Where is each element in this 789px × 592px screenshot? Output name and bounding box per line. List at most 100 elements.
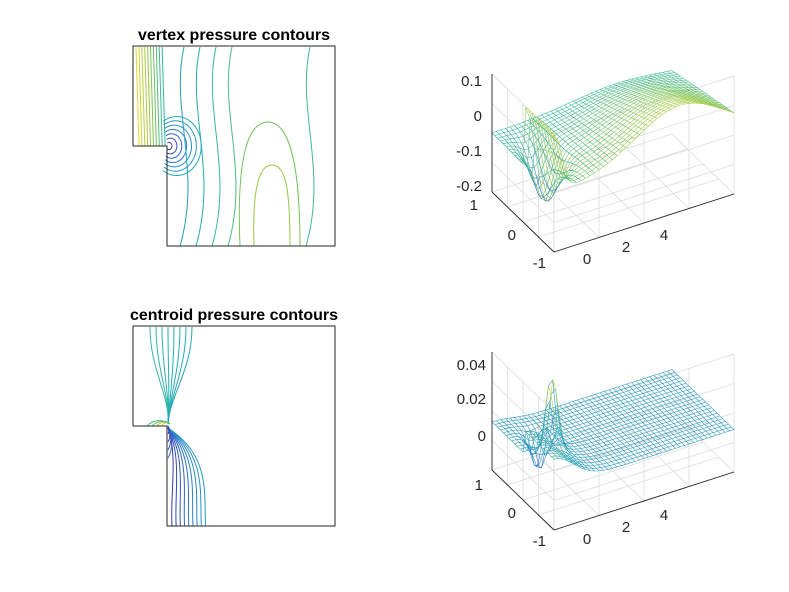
surface-mesh-segment	[510, 145, 514, 150]
surface-mesh-segment	[670, 94, 674, 96]
surface-mesh-segment	[643, 400, 647, 404]
surface-mesh-segment	[632, 82, 636, 84]
surface-mesh-segment	[610, 443, 614, 447]
surface-mesh-segment	[626, 394, 630, 398]
surface-mesh-segment	[602, 435, 606, 439]
surface-mesh-segment	[592, 124, 596, 127]
surface-mesh-segment	[545, 125, 549, 129]
surface-mesh-segment	[660, 97, 664, 100]
surface-mesh-segment	[607, 440, 611, 444]
surface-mesh-segment	[543, 424, 547, 428]
surface-mesh-segment	[518, 156, 523, 160]
surface-mesh-segment	[510, 134, 515, 139]
surface-mesh-segment	[539, 426, 543, 431]
surface-mesh-segment	[677, 98, 681, 101]
surface-mesh-segment	[664, 102, 668, 105]
surface-mesh-segment	[602, 395, 606, 399]
surface-mesh-segment	[685, 423, 689, 427]
surface-mesh-segment	[627, 141, 631, 144]
surface-mesh-segment	[612, 113, 616, 116]
surface-mesh-segment	[615, 147, 619, 150]
surface-mesh-segment	[534, 114, 538, 118]
surface-mesh-segment	[652, 426, 656, 430]
surface-mesh-segment	[640, 90, 644, 93]
surface-mesh-segment	[637, 96, 641, 98]
surface-mesh-segment	[503, 132, 507, 136]
surface-mesh-segment	[595, 146, 599, 149]
surface-mesh-segment	[546, 427, 550, 431]
surface-mesh-segment	[665, 91, 669, 94]
surface-mesh-segment	[562, 450, 566, 455]
surface-mesh-segment	[618, 92, 622, 95]
surface-mesh-segment	[598, 425, 602, 429]
surface-mesh-segment	[681, 442, 685, 446]
surface-mesh-segment	[675, 82, 679, 85]
surface-mesh-segment	[613, 119, 618, 122]
surface-mesh-segment	[663, 98, 666, 101]
surface-mesh-segment	[698, 400, 702, 404]
surface-mesh-segment	[522, 431, 527, 452]
surface-mesh-segment	[571, 423, 575, 427]
surface-mesh-segment	[536, 433, 540, 450]
surface-mesh-segment	[578, 132, 582, 136]
surface-mesh-segment	[695, 398, 699, 402]
surface-mesh-segment	[624, 108, 628, 111]
surface-mesh-segment	[561, 419, 565, 423]
surface-mesh-segment	[545, 386, 549, 409]
surface-mesh-segment	[570, 451, 574, 455]
surface-mesh-segment	[598, 443, 602, 447]
surface-mesh-segment	[696, 92, 700, 95]
surface-mesh-segment	[702, 95, 706, 99]
surface-mesh-segment	[588, 410, 592, 414]
surface-mesh-segment	[640, 426, 645, 430]
surface-mesh-segment	[664, 89, 668, 91]
surface-mesh-segment	[629, 122, 633, 125]
surface-mesh-segment	[682, 431, 686, 435]
surface-mesh-segment	[551, 436, 555, 444]
surface-mesh-segment	[657, 96, 661, 99]
surface-mesh-segment	[541, 170, 545, 179]
surface-mesh-segment	[568, 446, 573, 450]
surface-mesh-segment	[604, 99, 609, 102]
surface-mesh-segment	[631, 440, 635, 444]
contour-line	[253, 164, 291, 247]
surface-mesh-segment	[528, 148, 532, 158]
surface-mesh-segment	[594, 405, 598, 409]
surface-mesh-segment	[561, 442, 565, 446]
surface-mesh-segment	[692, 97, 696, 100]
surface-mesh-segment	[554, 109, 558, 112]
surface-mesh-segment	[584, 430, 588, 434]
surface-mesh-segment	[529, 451, 533, 456]
surface-mesh-segment	[584, 401, 588, 405]
surface-mesh-segment	[579, 110, 583, 113]
surface-mesh-segment	[544, 434, 548, 440]
surface-mesh-segment	[528, 440, 532, 454]
surface-mesh-segment	[596, 121, 600, 124]
surface-mesh-segment	[517, 128, 521, 133]
surface-mesh-segment	[714, 99, 718, 102]
surface-mesh-segment	[588, 146, 592, 150]
surface-mesh-segment	[511, 152, 515, 156]
surface-mesh-segment	[649, 83, 654, 86]
surface-mesh-segment	[584, 440, 588, 444]
surface-mesh-segment	[613, 132, 617, 135]
surface-mesh-segment	[676, 92, 681, 95]
surface-mesh-segment	[576, 171, 581, 175]
surface-mesh-segment	[590, 395, 594, 399]
surface-mesh-segment	[639, 448, 644, 452]
surface-mesh-segment	[531, 424, 536, 429]
surface-mesh-segment	[604, 108, 608, 111]
surface-mesh-segment	[640, 408, 644, 412]
y-axis-line	[491, 191, 555, 253]
surface-mesh-segment	[620, 458, 624, 462]
surface-mesh-segment	[550, 193, 555, 199]
surface-mesh-segment	[575, 142, 579, 146]
surface-mesh-segment	[514, 155, 518, 159]
surface-mesh-segment	[523, 436, 528, 445]
surface-mesh-segment	[621, 436, 625, 440]
surface-mesh-segment	[637, 405, 641, 409]
surface-mesh-segment	[595, 440, 600, 445]
surface-mesh-segment	[719, 106, 723, 109]
surface-mesh-segment	[547, 439, 551, 443]
surface-mesh-segment	[683, 398, 687, 402]
